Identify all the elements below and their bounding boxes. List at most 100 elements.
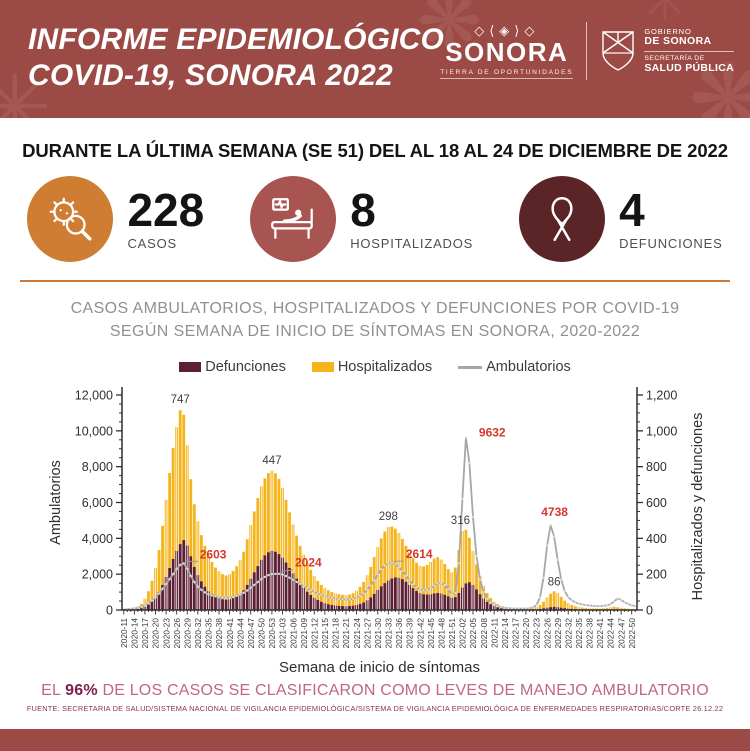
logo-divider	[586, 22, 588, 80]
virus-search-icon	[50, 197, 92, 241]
svg-text:8,000: 8,000	[82, 461, 113, 475]
source-line: FUENTE: SECRETARIA DE SALUD/SISTEMA NACI…	[26, 704, 724, 714]
svg-text:2,000: 2,000	[82, 568, 113, 582]
svg-text:2021-12: 2021-12	[309, 618, 319, 649]
svg-text:4,000: 4,000	[82, 532, 113, 546]
chart-legend: Defunciones Hospitalizados Ambulatorios	[0, 359, 750, 375]
hospitalizados-label: HOSPITALIZADOS	[350, 236, 474, 251]
svg-text:2022-29: 2022-29	[553, 618, 563, 649]
hospitalizados-circle	[250, 176, 337, 262]
chart-title-line-2: SEGÚN SEMANA DE INICIO DE SÍNTOMAS EN SO…	[109, 323, 641, 341]
week-summary-heading: DURANTE LA ÚLTIMA SEMANA (SE 51) DEL AL …	[22, 140, 728, 161]
svg-text:2022-17: 2022-17	[511, 618, 521, 649]
svg-text:2020-41: 2020-41	[225, 618, 235, 649]
secretaria-line: SECRETARÍA DE	[644, 54, 705, 62]
svg-text:2020-47: 2020-47	[246, 618, 256, 649]
svg-text:2022-47: 2022-47	[616, 618, 626, 649]
section-divider	[20, 280, 730, 282]
svg-text:0: 0	[106, 604, 113, 618]
casos-value: 228	[127, 184, 205, 236]
stat-hospitalizados: 8 HOSPITALIZADOS	[250, 176, 473, 262]
stat-defunciones: 4 DEFUNCIONES	[519, 176, 722, 262]
defunciones-value: 4	[619, 184, 645, 236]
stats-row: 228 CASOS 8 HOSPITALIZADOS	[0, 176, 750, 262]
svg-text:2021-45: 2021-45	[426, 618, 436, 649]
chart-canvas: 0 2,000 4,000 6,000 8,000 10,000 12,000 0 200 400…	[48, 387, 706, 676]
casos-circle	[27, 176, 114, 262]
defunciones-swatch-icon	[179, 362, 202, 373]
svg-text:2020-17: 2020-17	[140, 618, 150, 649]
title-line-1: INFORME EPIDEMIOLÓGICO	[28, 23, 445, 56]
svg-text:2020-23: 2020-23	[161, 618, 171, 649]
svg-text:Hospitalizados y defunciones: Hospitalizados y defunciones	[690, 413, 706, 601]
svg-text:600: 600	[646, 496, 667, 510]
svg-text:2022-02: 2022-02	[458, 618, 468, 649]
svg-text:2022-32: 2022-32	[563, 618, 573, 649]
svg-text:2603: 2603	[200, 548, 227, 562]
svg-text:2021-24: 2021-24	[352, 618, 362, 649]
legend-label: Ambulatorios	[486, 359, 571, 376]
svg-text:2022-50: 2022-50	[627, 618, 637, 649]
gobierno-divider	[644, 50, 734, 52]
sonora-logo-name: SONORA	[445, 37, 569, 68]
defunciones-circle	[519, 176, 606, 262]
svg-text:2021-03: 2021-03	[278, 618, 288, 649]
svg-text:2021-48: 2021-48	[436, 618, 446, 649]
hospitalizados-value: 8	[350, 184, 376, 236]
svg-text:2021-06: 2021-06	[288, 618, 298, 649]
footer-bar	[0, 729, 750, 751]
svg-text:Semana de inicio de síntomas: Semana de inicio de síntomas	[279, 659, 480, 676]
summary-note: EL 96% DE LOS CASOS SE CLASIFICARON COMO…	[0, 682, 750, 700]
svg-text:2022-26: 2022-26	[542, 618, 552, 649]
note-rest: DE LOS CASOS SE CLASIFICARON COMO LEVES …	[97, 682, 709, 700]
legend-item-hospitalizados: Hospitalizados	[311, 359, 432, 375]
svg-text:4738: 4738	[541, 505, 568, 519]
svg-text:1,200: 1,200	[646, 389, 677, 403]
svg-text:2024: 2024	[295, 556, 322, 570]
svg-text:Ambulatorios: Ambulatorios	[48, 461, 64, 546]
svg-text:2020-35: 2020-35	[204, 618, 214, 649]
svg-text:2022-44: 2022-44	[606, 618, 616, 649]
header: ❋ ❋ ✳ ✳ INFORME EPIDEMIOLÓGICO COVID-19,…	[0, 0, 750, 118]
svg-text:2022-20: 2022-20	[521, 618, 531, 649]
gobierno-line: DE SONORA	[644, 35, 712, 48]
gobierno-sonora-logo: GOBIERNO DE SONORA SECRETARÍA DE SALUD P…	[600, 27, 734, 75]
sonora-logo: ◇⟨◈⟩◇ SONORA TIERRA DE OPORTUNIDADES	[440, 23, 574, 79]
svg-text:9632: 9632	[479, 426, 506, 440]
legend-item-ambulatorios: Ambulatorios	[458, 359, 571, 375]
svg-text:747: 747	[171, 395, 190, 407]
svg-text:2022-05: 2022-05	[468, 618, 478, 649]
svg-text:2021-27: 2021-27	[362, 618, 372, 649]
svg-text:2022-35: 2022-35	[574, 618, 584, 649]
legend-label: Defunciones	[205, 359, 286, 376]
mourning-ribbon-icon	[551, 196, 573, 242]
note-highlight: 96%	[65, 682, 98, 700]
svg-text:6,000: 6,000	[82, 496, 113, 510]
svg-text:2021-15: 2021-15	[320, 618, 330, 649]
svg-text:2614: 2614	[406, 548, 433, 562]
svg-text:2020-44: 2020-44	[235, 618, 245, 649]
svg-text:2021-21: 2021-21	[341, 618, 351, 649]
svg-text:2020-38: 2020-38	[214, 618, 224, 649]
svg-text:2020-20: 2020-20	[151, 618, 161, 649]
svg-text:2022-41: 2022-41	[595, 618, 605, 649]
svg-text:2022-23: 2022-23	[532, 618, 542, 649]
state-shield-icon	[602, 31, 635, 71]
svg-text:0: 0	[646, 604, 653, 618]
svg-text:2022-11: 2022-11	[489, 618, 499, 648]
secretaria-line: SALUD PÚBLICA	[644, 61, 734, 74]
chart-title: CASOS AMBULATORIOS, HOSPITALIZADOS Y DEF…	[0, 297, 750, 343]
svg-text:2020-14: 2020-14	[130, 618, 140, 649]
svg-text:2020-29: 2020-29	[182, 618, 192, 649]
hospitalizados-swatch-icon	[311, 362, 334, 373]
page-title: INFORME EPIDEMIOLÓGICO COVID-19, SONORA …	[28, 22, 444, 94]
svg-text:2021-42: 2021-42	[415, 618, 425, 649]
svg-text:2021-30: 2021-30	[373, 618, 383, 649]
title-line-2: COVID-19, SONORA 2022	[28, 59, 393, 92]
gobierno-text: GOBIERNO DE SONORA SECRETARÍA DE SALUD P…	[644, 27, 734, 75]
svg-text:2021-09: 2021-09	[299, 618, 309, 649]
chart-area: 0 2,000 4,000 6,000 8,000 10,000 12,000 0 200 400…	[0, 377, 750, 682]
svg-text:2022-38: 2022-38	[585, 618, 595, 649]
svg-text:2021-51: 2021-51	[447, 618, 457, 649]
svg-text:12,000: 12,000	[75, 389, 113, 403]
